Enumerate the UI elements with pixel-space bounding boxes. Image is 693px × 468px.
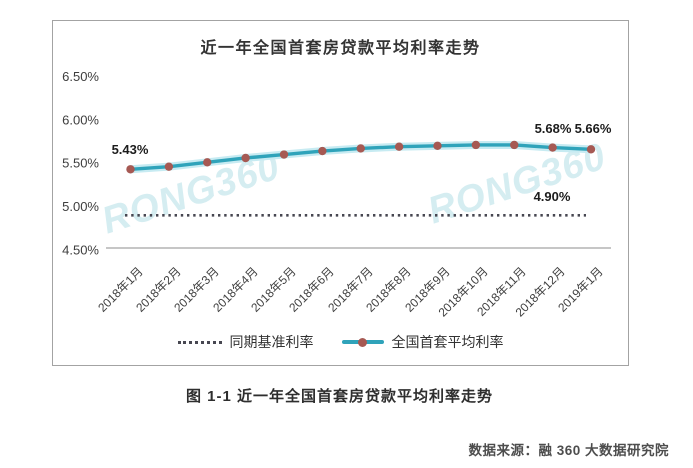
- svg-text:5.50%: 5.50%: [62, 156, 99, 171]
- figure-caption: 图 1-1 近一年全国首套房贷款平均利率走势: [185, 388, 494, 405]
- legend-item-average: 全国首套平均利率: [341, 332, 504, 352]
- data-source-credit: 数据来源：融 360 大数据研究院: [468, 443, 669, 458]
- data-label-jan-point: 5.66%: [574, 121, 612, 136]
- svg-text:6.00%: 6.00%: [62, 112, 99, 127]
- dotted-line-swatch-icon: [177, 340, 222, 344]
- chart-svg: 6.50% 6.00% 5.50% 5.00% 4.50%: [62, 69, 611, 258]
- legend-item-benchmark: 同期基准利率: [177, 332, 314, 352]
- chart-legend: 同期基准利率 全国首套平均利率: [53, 332, 628, 352]
- marker-dot-icon: [358, 337, 367, 347]
- chart-panel: RONG360 RONG360 近一年全国首套房贷款平均利率走势 6.50% 6.…: [52, 20, 629, 366]
- solid-line-swatch-icon: [341, 337, 384, 347]
- chart-title: 近一年全国首套房贷款平均利率走势: [200, 40, 481, 57]
- legend-label-average: 全国首套平均利率: [391, 334, 504, 350]
- svg-text:4.50%: 4.50%: [62, 243, 99, 258]
- svg-text:5.00%: 5.00%: [62, 199, 99, 214]
- data-label-benchmark: 4.90%: [533, 189, 571, 204]
- svg-text:6.50%: 6.50%: [62, 69, 99, 84]
- data-label-first-point: 5.43%: [111, 142, 149, 157]
- data-label-dec-point: 5.68%: [534, 121, 572, 136]
- legend-label-benchmark: 同期基准利率: [229, 334, 314, 350]
